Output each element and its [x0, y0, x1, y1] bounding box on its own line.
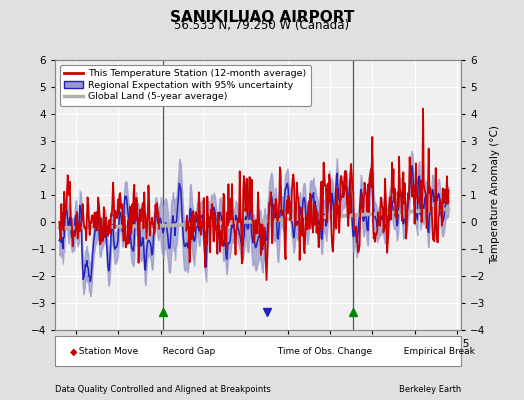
Y-axis label: Temperature Anomaly (°C): Temperature Anomaly (°C) [490, 126, 500, 264]
Text: Empirical Break: Empirical Break [398, 348, 475, 356]
Legend: This Temperature Station (12-month average), Regional Expectation with 95% uncer: This Temperature Station (12-month avera… [60, 65, 311, 106]
Text: SANIKILUAQ AIRPORT: SANIKILUAQ AIRPORT [170, 10, 354, 25]
Text: Record Gap: Record Gap [157, 348, 215, 356]
Text: Time of Obs. Change: Time of Obs. Change [272, 348, 373, 356]
Text: Station Move: Station Move [73, 348, 139, 356]
Text: Data Quality Controlled and Aligned at Breakpoints: Data Quality Controlled and Aligned at B… [55, 385, 271, 394]
Text: ◆: ◆ [70, 347, 77, 357]
Text: Berkeley Earth: Berkeley Earth [399, 385, 461, 394]
Text: 56.533 N, 79.250 W (Canada): 56.533 N, 79.250 W (Canada) [174, 19, 350, 32]
